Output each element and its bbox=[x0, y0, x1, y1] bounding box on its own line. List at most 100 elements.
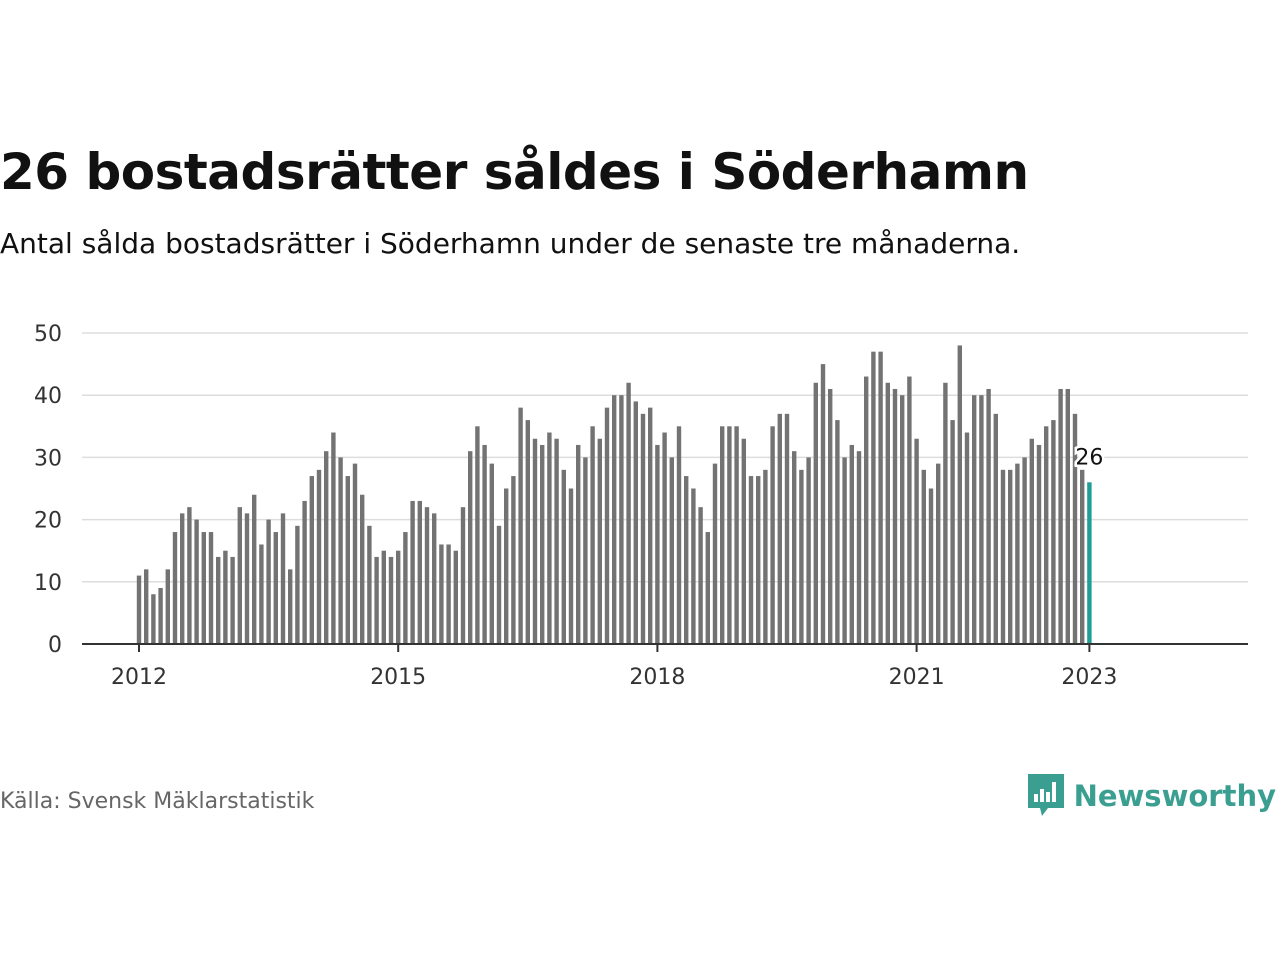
bar bbox=[273, 532, 278, 644]
bar bbox=[640, 413, 646, 644]
source-note: Källa: Svensk Mäklarstatistik bbox=[0, 789, 315, 814]
bar bbox=[604, 407, 610, 644]
x-tick-label: 2015 bbox=[370, 665, 426, 690]
bar bbox=[928, 488, 934, 644]
y-tick-label: 0 bbox=[48, 633, 62, 658]
bar-highlight bbox=[1087, 482, 1092, 644]
bar bbox=[763, 469, 768, 644]
bar bbox=[216, 556, 221, 644]
bar bbox=[662, 432, 667, 644]
bar bbox=[828, 388, 833, 644]
bar bbox=[237, 507, 242, 644]
bar bbox=[784, 413, 790, 644]
bar bbox=[475, 426, 480, 644]
bar bbox=[914, 438, 919, 644]
bar bbox=[568, 488, 574, 644]
bar bbox=[453, 550, 458, 644]
bar bbox=[950, 420, 955, 644]
bar bbox=[496, 525, 502, 644]
bar bbox=[417, 500, 422, 644]
bar bbox=[871, 351, 876, 644]
brand-logo: Newsworthy bbox=[1027, 774, 1276, 818]
bar bbox=[1036, 444, 1042, 644]
bar bbox=[900, 395, 905, 644]
bar bbox=[878, 351, 883, 644]
bar bbox=[748, 476, 754, 644]
bar bbox=[1065, 388, 1070, 644]
bar bbox=[612, 395, 617, 644]
bar bbox=[223, 550, 228, 644]
bar bbox=[633, 401, 638, 644]
bar bbox=[345, 476, 350, 644]
bar bbox=[158, 588, 163, 644]
x-axis: 2012 2015 2018 2021 2023 bbox=[82, 643, 1248, 690]
y-tick-label: 40 bbox=[34, 384, 62, 409]
bar bbox=[360, 494, 365, 644]
bar bbox=[957, 345, 962, 644]
bar bbox=[338, 457, 343, 644]
bar bbox=[741, 438, 746, 644]
bar bbox=[259, 544, 264, 644]
bar bbox=[648, 407, 653, 644]
bar bbox=[993, 413, 998, 644]
bar bbox=[1080, 469, 1085, 644]
bar bbox=[583, 457, 588, 644]
bar bbox=[396, 550, 401, 644]
y-tick-label: 20 bbox=[34, 509, 62, 534]
bar bbox=[266, 519, 271, 644]
y-axis-ticks: 0 10 20 30 40 50 bbox=[34, 322, 62, 658]
brand-name: Newsworthy bbox=[1073, 779, 1276, 813]
bar bbox=[619, 395, 624, 644]
bar bbox=[489, 463, 494, 644]
bar bbox=[756, 476, 761, 644]
x-tick-label: 2018 bbox=[629, 665, 685, 690]
bar bbox=[972, 395, 977, 644]
bar bbox=[244, 513, 250, 644]
bar bbox=[734, 426, 739, 644]
highlight-value-label: 26 bbox=[1075, 445, 1103, 470]
bar bbox=[712, 463, 718, 644]
bar bbox=[525, 420, 530, 644]
bar bbox=[482, 444, 487, 644]
bar bbox=[720, 426, 725, 644]
bar bbox=[511, 476, 516, 644]
bar bbox=[1000, 469, 1006, 644]
bar bbox=[388, 556, 394, 644]
bar bbox=[331, 432, 336, 644]
bar bbox=[187, 507, 192, 644]
bar bbox=[892, 388, 898, 644]
bar bbox=[1044, 426, 1049, 644]
bar bbox=[201, 532, 206, 644]
x-tick-label: 2012 bbox=[111, 665, 167, 690]
bar bbox=[777, 413, 782, 644]
bar bbox=[986, 388, 991, 644]
bar bbox=[136, 575, 142, 644]
bar bbox=[194, 519, 199, 644]
bar bbox=[936, 463, 941, 644]
bar bbox=[1015, 463, 1020, 644]
bar bbox=[590, 426, 595, 644]
bar bbox=[885, 382, 890, 644]
bar bbox=[684, 476, 689, 644]
bar bbox=[374, 556, 379, 644]
bar bbox=[864, 376, 869, 644]
bar bbox=[309, 476, 314, 644]
bar-chart: 0 10 20 30 40 50 2012 2015 2018 2021 2023 26 bbox=[34, 322, 1248, 690]
bar bbox=[907, 376, 912, 644]
bar bbox=[230, 556, 235, 644]
bar bbox=[446, 544, 451, 644]
bar bbox=[698, 507, 703, 644]
bar bbox=[676, 426, 682, 644]
bar bbox=[849, 444, 854, 644]
bar bbox=[352, 463, 358, 644]
bar bbox=[669, 457, 674, 644]
bar bbox=[727, 426, 732, 644]
data-labels: 26 bbox=[1073, 443, 1106, 473]
bar bbox=[792, 451, 797, 644]
bar bbox=[979, 395, 984, 644]
bar bbox=[943, 382, 948, 644]
bar bbox=[820, 364, 826, 644]
x-tick-label: 2021 bbox=[889, 665, 945, 690]
bar bbox=[468, 451, 473, 644]
chart-subtitle: Antal sålda bostadsrätter i Söderhamn un… bbox=[0, 227, 1021, 260]
